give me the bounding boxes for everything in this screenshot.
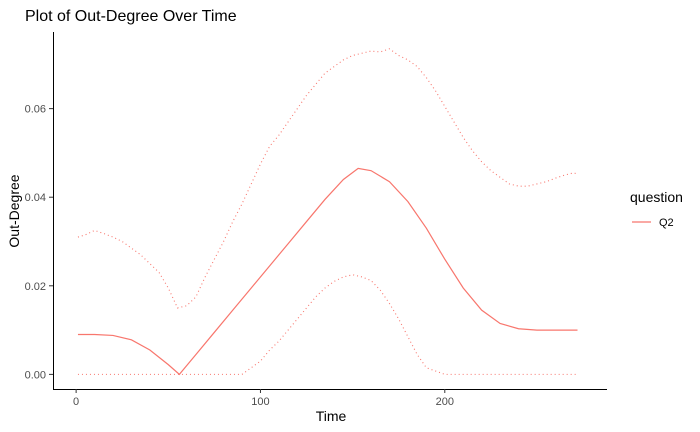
y-tick-label: 0.02	[25, 281, 46, 293]
y-tick-label: 0.00	[25, 369, 46, 381]
legend: question Q2	[630, 189, 683, 229]
legend-title: question	[630, 189, 683, 205]
series-q2-upper-bound	[77, 48, 578, 309]
chart-title: Plot of Out-Degree Over Time	[25, 8, 237, 25]
x-tick-label: 100	[251, 396, 269, 408]
series-layer	[77, 48, 578, 376]
x-tick-label: 0	[73, 396, 79, 408]
y-axis-title: Out-Degree	[6, 174, 22, 247]
series-q2-fitted-line	[77, 167, 578, 376]
ticks: 0 100 200 0.00 0.02 0.04 0.06	[25, 104, 454, 408]
series-q2-lower-bound	[77, 274, 578, 375]
y-tick-label: 0.06	[25, 104, 46, 116]
x-tick-label: 200	[436, 396, 454, 408]
axes	[53, 32, 607, 390]
legend-label-q2: Q2	[659, 217, 674, 229]
y-tick-label: 0.04	[25, 192, 46, 204]
x-axis-title: Time	[316, 408, 347, 424]
